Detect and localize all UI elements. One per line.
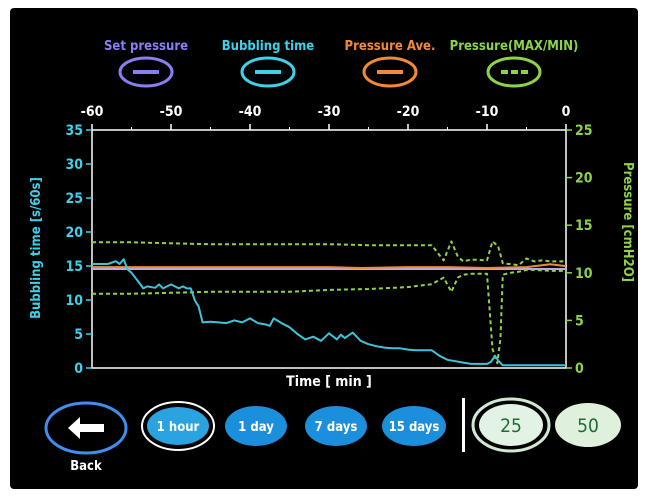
x-tick-label-3: -30 — [318, 104, 341, 120]
legend-label-set-pressure: Set pressure — [104, 39, 188, 54]
range-button-7-days-label: 7 days — [315, 420, 358, 435]
x-tick-label-6: 0 — [562, 104, 571, 120]
y-left-tick-label-3: 15 — [65, 259, 83, 275]
y-right-tick-label-1: 5 — [575, 313, 584, 329]
range-button-7-days[interactable]: 7 days — [305, 406, 367, 446]
y-left-tick-label-5: 25 — [65, 191, 83, 207]
y-left-tick-label-7: 35 — [65, 123, 83, 139]
legend-dash-pressure-ave — [377, 70, 403, 74]
legend-label-pressure-ave: Pressure Ave. — [345, 39, 436, 54]
series-line-bubbling-time — [92, 258, 566, 367]
scale-button-25[interactable]: 25 — [471, 397, 551, 453]
series-line-pressure-ave — [92, 263, 567, 269]
y-right-tick-label-4: 20 — [575, 171, 593, 187]
range-button-1-day[interactable]: 1 day — [225, 406, 287, 446]
x-tick-label-1: -50 — [160, 104, 183, 120]
range-button-7-days-pill — [305, 406, 367, 446]
y-left-axis-title: Bubbling time [s/60s] — [29, 177, 44, 319]
button-group-divider — [462, 398, 465, 452]
legend-label-bubbling-time: Bubbling time — [222, 39, 315, 54]
legend: Set pressure Bubbling time Pressure Ave.… — [104, 39, 579, 88]
legend-item-bubbling-time[interactable]: Bubbling time — [222, 39, 315, 88]
y-right-tick-label-0: 0 — [575, 361, 584, 377]
scale-button-50-label: 50 — [577, 415, 599, 437]
series-line-pressure-max-min — [92, 240, 566, 267]
x-tick-label-5: -10 — [476, 104, 499, 120]
legend-dash-pressure-max-min-1 — [501, 70, 508, 74]
range-button-1-hour-pill — [147, 407, 209, 445]
y-left-tick-label-1: 5 — [74, 327, 83, 343]
legend-item-pressure-max-min[interactable]: Pressure(MAX/MIN) — [450, 39, 579, 88]
back-label: Back — [70, 459, 102, 474]
y-right-tick-label-5: 25 — [575, 123, 593, 139]
series-layer — [92, 240, 567, 367]
legend-dash-pressure-max-min-3 — [521, 70, 528, 74]
legend-dash-pressure-max-min-2 — [511, 70, 518, 74]
x-tick-label-4: -20 — [397, 104, 420, 120]
range-button-1-hour-label: 1 hour — [157, 420, 200, 435]
y-left-tick-label-4: 20 — [65, 225, 83, 241]
range-button-15-days[interactable]: 15 days — [382, 406, 446, 446]
arrow-left-icon — [68, 417, 104, 439]
x-tick-label-0: -60 — [81, 104, 104, 120]
range-button-1-day-pill — [225, 406, 287, 446]
range-button-15-days-pill — [382, 406, 446, 446]
legend-item-set-pressure[interactable]: Set pressure — [104, 39, 188, 88]
range-button-1-hour[interactable]: 1 hour — [141, 401, 215, 451]
range-button-1-day-label: 1 day — [238, 420, 274, 435]
legend-item-pressure-ave[interactable]: Pressure Ave. — [345, 39, 436, 88]
y-right-tick-label-2: 10 — [575, 266, 593, 282]
axes: -60 -50 -40 -30 -20 -10 0 0 5 10 15 20 25 30 35 0 5 10 15 2… — [65, 104, 592, 377]
scale-button-50-pill — [555, 403, 621, 447]
legend-label-pressure-max-min: Pressure(MAX/MIN) — [450, 39, 579, 54]
x-axis-title: Time [ min ] — [286, 374, 372, 390]
y-left-tick-label-6: 30 — [65, 157, 83, 173]
scale-button-50[interactable]: 50 — [555, 403, 621, 447]
legend-dash-set-pressure — [133, 70, 159, 74]
series-line-pressure-max-min-min — [92, 268, 566, 365]
scale-button-25-label: 25 — [500, 415, 522, 437]
range-button-15-days-label: 15 days — [389, 420, 440, 435]
y-left-tick-label-0: 0 — [74, 361, 83, 377]
y-left-tick-label-2: 10 — [65, 293, 83, 309]
x-tick-label-2: -40 — [239, 104, 262, 120]
scale-button-25-pill — [479, 404, 543, 446]
y-right-tick-label-3: 15 — [575, 218, 593, 234]
legend-dash-bubbling-time — [255, 70, 281, 74]
y-right-axis-title: Pressure [cmH2O] — [620, 162, 635, 282]
back-button[interactable]: Back — [44, 401, 128, 474]
